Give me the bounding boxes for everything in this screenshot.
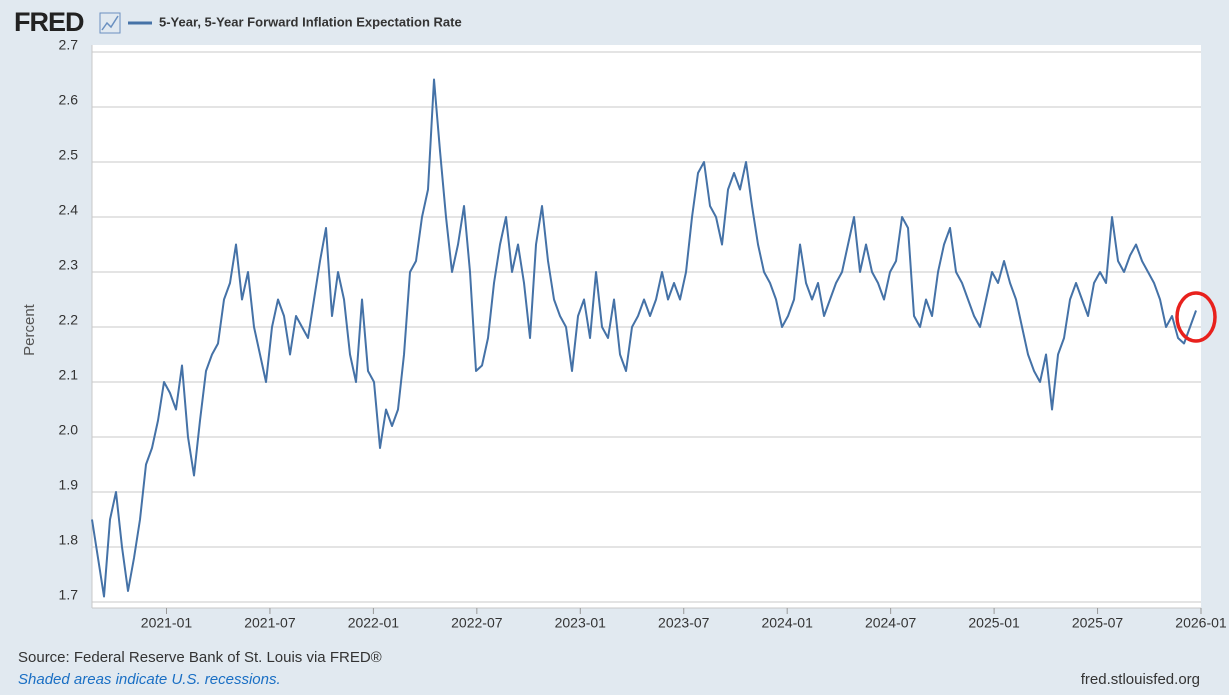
- y-tick-label: 2.7: [59, 37, 79, 53]
- x-tick-label: 2023-01: [555, 615, 607, 631]
- x-tick-label: 2021-07: [244, 615, 296, 631]
- highlight-circle: [1175, 291, 1217, 343]
- y-tick-label: 2.6: [59, 92, 79, 108]
- y-tick-label: 1.8: [59, 532, 79, 548]
- y-tick-label: 2.1: [59, 367, 79, 383]
- y-tick-label: 2.3: [59, 257, 79, 273]
- x-tick-label: 2025-07: [1072, 615, 1124, 631]
- recession-note[interactable]: Shaded areas indicate U.S. recessions.: [18, 671, 281, 688]
- y-tick-label: 1.7: [59, 587, 79, 603]
- site-link[interactable]: fred.stlouisfed.org: [1081, 671, 1200, 688]
- x-tick-label: 2025-01: [968, 615, 1020, 631]
- series-line: [91, 78, 1197, 598]
- x-tick-label: 2024-07: [865, 615, 917, 631]
- lines: [91, 78, 1197, 598]
- x-tick-label: 2024-01: [761, 615, 813, 631]
- logo-icon-line: [101, 15, 119, 31]
- legend-label: 5-Year, 5-Year Forward Inflation Expecta…: [159, 14, 462, 29]
- logo-icon: [99, 12, 121, 34]
- y-tick-label: 2.4: [59, 202, 79, 218]
- y-tick-label: 2.2: [59, 312, 79, 328]
- source: Source: Federal Reserve Bank of St. Loui…: [18, 649, 382, 666]
- x-tick-label: 2026-01: [1175, 615, 1227, 631]
- x-tick-label: 2022-01: [348, 615, 400, 631]
- x-tick-label: 2023-07: [658, 615, 710, 631]
- grid: 1.7 1.8 1.9 2.0 2.1 2.2 2.3 2.4 2.5 2.6 2.7 2021-01…: [59, 37, 1227, 631]
- x-tick-label: 2022-07: [451, 615, 503, 631]
- brand-logo: FRED: [14, 7, 84, 37]
- y-tick-label: 2.5: [59, 147, 79, 163]
- y-tick-label: 2.0: [59, 422, 79, 438]
- x-tick-label: 2021-01: [141, 615, 193, 631]
- y-tick-label: 1.9: [59, 477, 79, 493]
- y-axis-label: Percent: [21, 303, 38, 356]
